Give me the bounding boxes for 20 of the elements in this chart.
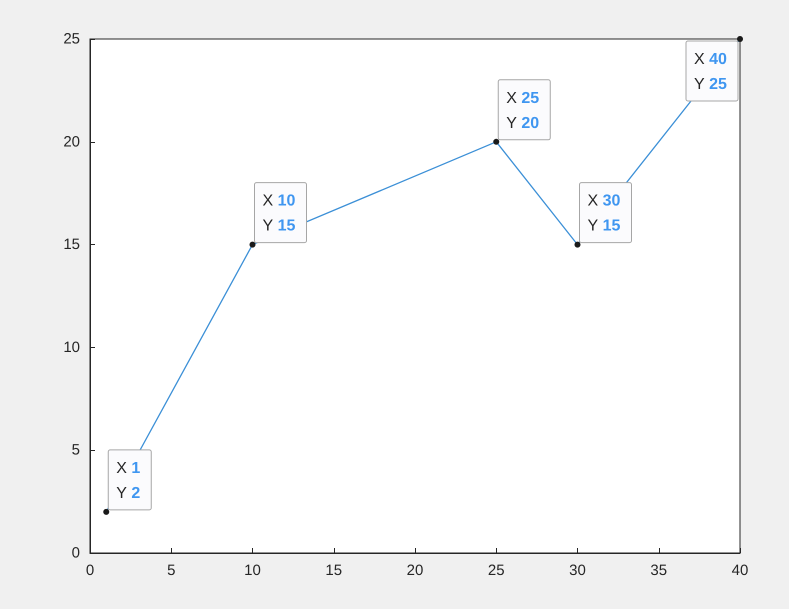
y-tick-label: 25 — [63, 30, 80, 48]
x-tick-label: 0 — [86, 562, 94, 579]
annotation: X 40 Y 25 — [694, 51, 728, 93]
x-tick-label: 10 — [244, 562, 261, 579]
annotation: X 25 Y 20 — [506, 90, 540, 132]
y-tick-label: 15 — [63, 236, 80, 254]
y-tick-label: 10 — [63, 338, 80, 356]
x-tick-label: 25 — [488, 562, 505, 579]
y-tick-label: 5 — [72, 442, 80, 459]
annotation: X 30 Y 15 — [588, 192, 621, 235]
x-tick-label: 15 — [325, 562, 342, 579]
y-tick-label: 0 — [72, 544, 80, 562]
y-tick-label: 20 — [63, 133, 80, 150]
x-tick-label: 5 — [167, 562, 176, 579]
annotation: X 10 Y 15 — [262, 192, 296, 235]
x-tick-label: 30 — [569, 562, 586, 579]
x-tick-label: 20 — [406, 562, 424, 579]
x-tick-label: 40 — [732, 562, 748, 579]
annotation: X 1 Y 2 — [116, 460, 140, 502]
x-tick-label: 35 — [650, 562, 668, 579]
